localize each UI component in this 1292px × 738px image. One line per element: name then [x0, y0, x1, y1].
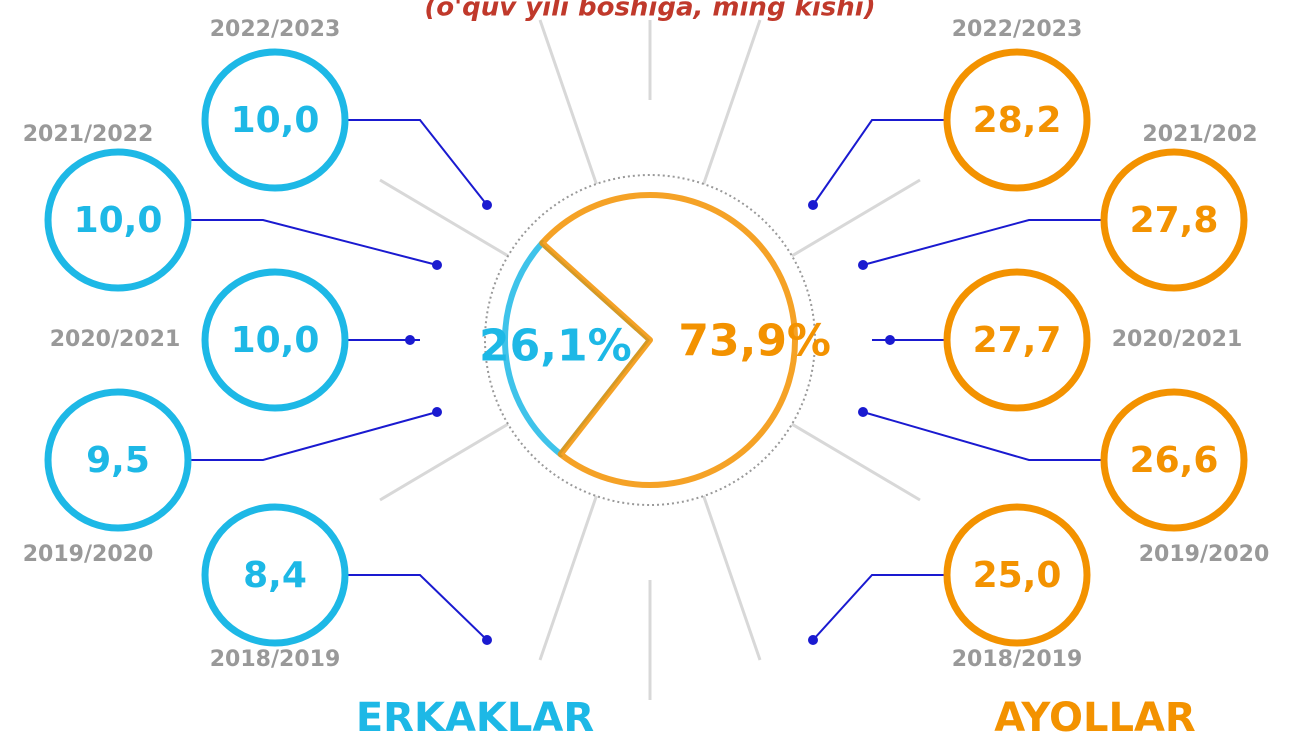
connector: [345, 574, 488, 641]
value-circle: [201, 503, 349, 647]
value-circle: [943, 503, 1091, 647]
value: 8,4: [243, 555, 307, 596]
value-circle: [943, 268, 1091, 412]
value: 9,5: [86, 440, 150, 481]
year: 2019/2020: [23, 542, 154, 567]
year: 2018/2019: [210, 647, 341, 672]
connector: [812, 119, 947, 206]
group-name: ERKAKLAR: [356, 695, 594, 738]
value: 10,0: [231, 320, 320, 361]
value: 26,6: [1130, 440, 1219, 481]
value: 28,2: [973, 100, 1062, 141]
title: (o'quv yili boshiga, ming kishi): [424, 0, 875, 23]
year: 2022/2023: [210, 17, 341, 42]
value: 25,0: [973, 555, 1062, 596]
connector-dot: [858, 407, 868, 417]
year: 2018/2019: [952, 647, 1083, 672]
year: 2021/2022: [23, 122, 154, 147]
pie: 26,1% 73,9%: [479, 192, 831, 488]
pie-label: 73,9%: [678, 315, 831, 366]
pie-slice: [502, 240, 653, 458]
value-circle: [1100, 148, 1248, 292]
pie-slice: [539, 192, 798, 488]
year: 2020/2021: [1112, 327, 1243, 352]
group-name: AYOLLAR: [994, 695, 1195, 738]
items: 10,0 2022/2023 10,0 2021/2022 10,0 2020/2021 9…: [23, 17, 1270, 672]
value: 10,0: [74, 200, 163, 241]
connector-dot: [858, 260, 868, 270]
year: 2022/2023: [952, 17, 1083, 42]
value-circle: [201, 268, 349, 412]
value-circle: [1100, 388, 1248, 532]
value-circle: [943, 48, 1091, 192]
connector: [345, 119, 488, 206]
connector: [862, 219, 1104, 266]
value-circle: [44, 148, 192, 292]
pie-label: 26,1%: [479, 320, 632, 371]
year: 2019/2020: [1139, 542, 1270, 567]
year: 2021/202: [1142, 122, 1257, 147]
year: 2020/2021: [50, 327, 181, 352]
value-circle: [44, 388, 192, 532]
connector-dot: [405, 335, 415, 345]
connector: [188, 219, 438, 266]
value: 10,0: [231, 100, 320, 141]
connector: [812, 574, 947, 641]
connector-dot: [808, 635, 818, 645]
connector-dot: [808, 200, 818, 210]
connector: [188, 411, 438, 461]
connector: [862, 411, 1104, 461]
value-circle: [201, 48, 349, 192]
value: 27,8: [1130, 200, 1219, 241]
value: 27,7: [973, 320, 1062, 361]
connector-dot: [482, 200, 492, 210]
connector-dot: [432, 260, 442, 270]
connector-dot: [482, 635, 492, 645]
connector-dot: [885, 335, 895, 345]
connector-dot: [432, 407, 442, 417]
